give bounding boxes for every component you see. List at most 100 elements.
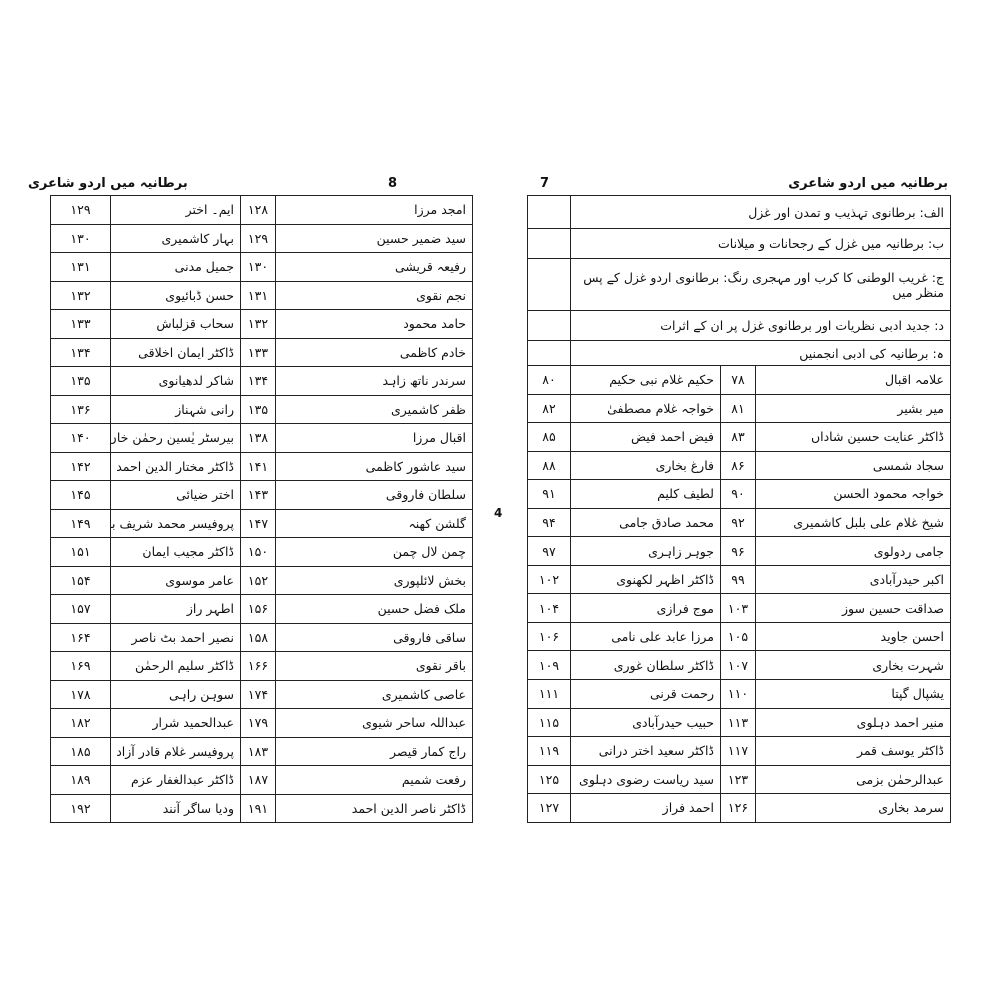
table-row: د: جدید ادبی نظریات اور برطانوی غزل پر ا…: [527, 310, 951, 341]
poet-name: ڈاکٹر ناصر الدین احمد: [275, 793, 473, 823]
section-title: د: جدید ادبی نظریات اور برطانوی غزل پر ا…: [570, 310, 951, 341]
poet-name: ڈاکٹر عنایت حسین شاداں: [755, 422, 951, 452]
table-row: خادم کاظمی ۱۳۳ ڈاکٹر ایمان اخلاقی ۱۳۴: [50, 337, 473, 367]
table-row: سلطان فاروقی ۱۴۳ اختر ضیائی ۱۴۵: [50, 480, 473, 510]
page-ref: ۱۲۹: [50, 195, 111, 225]
page-ref: ۱۰۹: [527, 650, 571, 681]
page-ref: ۱۴۹: [50, 508, 111, 538]
table-row: عبدالرحمٰن بزمی ۱۲۳ سید ریاست رضوی دہلوی ۱۲…: [527, 764, 951, 795]
poet-name: عبدالحمید شرار: [110, 708, 241, 738]
page-ref: ۸۰: [527, 365, 571, 395]
page-ref: ۱۵۱: [50, 537, 111, 567]
table-row: رفعت شمیم ۱۸۷ ڈاکٹر عبدالغفار عزم ۱۸۹: [50, 765, 473, 795]
table-row: ڈاکٹر ناصر الدین احمد ۱۹۱ ودیا ساگر آنند ۱۹…: [50, 793, 473, 823]
page-ref: ۱۰۲: [527, 564, 571, 595]
page-ref: ۱۱۳: [720, 707, 756, 738]
table-row: ب: برطانیہ میں غزل کے رجحانات و میلانات: [527, 228, 951, 259]
page-ref: ۱۱۱: [527, 679, 571, 709]
poet-name: رحمت قرنی: [570, 679, 721, 709]
table-row: منیر احمد دہلوی ۱۱۳ حبیب حیدرآبادی ۱۱۵: [527, 707, 951, 738]
poet-name: احمد فراز: [570, 793, 721, 823]
poet-name: میر بشیر: [755, 393, 951, 424]
poet-name: یشپال گپتا: [755, 679, 951, 709]
table-row: نجم نقوی ۱۳۱ حسن ڈبائیوی ۱۳۲: [50, 280, 473, 310]
page-ref: ۱۳۵: [50, 366, 111, 396]
section-title: ج: غریب الوطنی کا کرب اور مہجری رنگ: برط…: [570, 258, 951, 311]
empty-cell: [527, 258, 571, 311]
page-ref: ۱۲۹: [240, 223, 276, 253]
page-ref: ۱۳۱: [240, 280, 276, 310]
table-row: حامد محمود ۱۳۲ سحاب قزلباش ۱۳۳: [50, 309, 473, 339]
poet-name: حامد محمود: [275, 309, 473, 339]
page-ref: ۷۸: [720, 365, 756, 395]
empty-cell: [527, 195, 571, 229]
poet-name: صداقت حسین سوز: [755, 593, 951, 623]
poet-name: خواجہ محمود الحسن: [755, 479, 951, 509]
page-ref: ۱۵۸: [240, 622, 276, 652]
page-number: 7: [540, 176, 550, 191]
poet-name: راج کمار قیصر: [275, 736, 473, 766]
poet-name: جمیل مدنی: [110, 252, 241, 282]
table-row: امجد مرزا ۱۲۸ ایم۔ اختر ۱۲۹: [50, 195, 473, 225]
table-row: الف: برطانوی تہذیب و تمدن اور غزل: [527, 195, 951, 229]
page-ref: ۱۰۵: [720, 621, 756, 652]
poet-name: اطہر راز: [110, 594, 241, 624]
poet-name: عبدالرحمٰن بزمی: [755, 764, 951, 795]
table-row: باقر نقوی ۱۶۶ ڈاکٹر سلیم الرحمٰن ۱۶۹: [50, 651, 473, 681]
table-row: یشپال گپتا ۱۱۰ رحمت قرنی ۱۱۱: [527, 679, 951, 709]
poet-name: موج فرازی: [570, 593, 721, 623]
poet-name: رانی شہناز: [110, 394, 241, 424]
page-ref: ۱۶۴: [50, 622, 111, 652]
poet-name: شیخ غلام علی بلبل کاشمیری: [755, 507, 951, 538]
page-ref: ۹۲: [720, 507, 756, 538]
page-ref: ۱۳۳: [50, 309, 111, 339]
poet-name: سحاب قزلباش: [110, 309, 241, 339]
table-row: علامہ اقبال ۷۸ حکیم غلام نبی حکیم ۸۰: [527, 365, 951, 395]
poet-name: حسن ڈبائیوی: [110, 280, 241, 310]
table-row: ڈاکٹر عنایت حسین شاداں ۸۳ فیض احمد فیض ۸۵: [527, 422, 951, 452]
page-ref: ۱۸۲: [50, 708, 111, 738]
page-ref: ۱۲۸: [240, 195, 276, 225]
poet-name: سید عاشور کاظمی: [275, 451, 473, 481]
page-ref: ۸۶: [720, 450, 756, 481]
page-ref: ۱۳۲: [240, 309, 276, 339]
poet-name: محمد صادق جامی: [570, 507, 721, 538]
poet-name: شہرت بخاری: [755, 650, 951, 681]
table-row: سجاد شمسی ۸۶ فارغ بخاری ۸۸: [527, 450, 951, 481]
poet-name: ودیا ساگر آنند: [110, 793, 241, 823]
poet-name: نجم نقوی: [275, 280, 473, 310]
poet-name: سلطان فاروقی: [275, 480, 473, 510]
page-ref: ۹۷: [527, 536, 571, 566]
page-ref: ۱۶۶: [240, 651, 276, 681]
poet-name: ڈاکٹر مجیب ایمان: [110, 537, 241, 567]
page-ref: ۱۴۱: [240, 451, 276, 481]
page-ref: ۱۰۶: [527, 621, 571, 652]
poet-name: سید ریاست رضوی دہلوی: [570, 764, 721, 795]
poet-name: علامہ اقبال: [755, 365, 951, 395]
poet-name: منیر احمد دہلوی: [755, 707, 951, 738]
page-ref: ۱۵۷: [50, 594, 111, 624]
table-row: گلشن کھنہ ۱۴۷ پروفیسر محمد شریف بقا ۱۴۹: [50, 508, 473, 538]
table-row: ہ: برطانیہ کی ادبی انجمنیں: [527, 340, 951, 366]
page-ref: ۱۷۴: [240, 679, 276, 709]
section-title: الف: برطانوی تہذیب و تمدن اور غزل: [570, 195, 951, 229]
poet-name: عاصی کاشمیری: [275, 679, 473, 709]
header-title: برطانیہ میں اردو شاعری: [28, 176, 188, 191]
poet-name: عبداللہ ساحر شیوی: [275, 708, 473, 738]
contents-table: امجد مرزا ۱۲۸ ایم۔ اختر ۱۲۹ سید ضمیر حسین ۱۲۹…: [50, 195, 473, 823]
page-ref: ۱۹۱: [240, 793, 276, 823]
page-ref: ۱۳۴: [50, 337, 111, 367]
page-ref: ۱۴۳: [240, 480, 276, 510]
poet-name: جامی ردولوی: [755, 536, 951, 566]
section-title: ہ: برطانیہ کی ادبی انجمنیں: [570, 340, 951, 366]
poet-name: پروفیسر محمد شریف بقا: [110, 508, 241, 538]
poet-name: سرندر ناتھ زاہد: [275, 366, 473, 396]
page-ref: ۱۳۴: [240, 366, 276, 396]
sections-table: الف: برطانوی تہذیب و تمدن اور غزل ب: برطا…: [527, 195, 951, 366]
poet-name: ملک فضل حسین: [275, 594, 473, 624]
poet-name: شاکر لدھیانوی: [110, 366, 241, 396]
table-row: احسن جاوید ۱۰۵ مرزا عابد علی نامی ۱۰۶: [527, 621, 951, 652]
table-row: سید ضمیر حسین ۱۲۹ بہار کاشمیری ۱۳۰: [50, 223, 473, 253]
